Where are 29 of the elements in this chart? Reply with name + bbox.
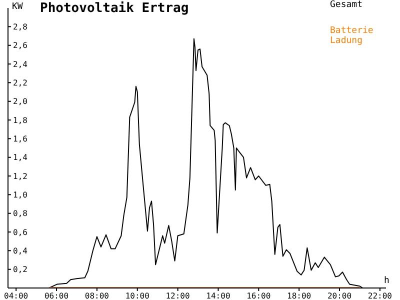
x-axis-title: h [384, 276, 390, 286]
text: Batterie Ladung [330, 26, 374, 46]
y-tick-label: 0,2 [13, 265, 28, 274]
x-tick-label: 06:00 [44, 292, 69, 300]
y-tick-label: 0,8 [13, 209, 28, 218]
y-tick-label: 2,0 [13, 97, 28, 106]
x-tick-label: 22:00 [368, 292, 392, 300]
y-tick-label: 2,8 [13, 22, 28, 32]
x-tick-label: 04:00 [4, 292, 28, 300]
chart-title: Photovoltaik Ertrag [40, 1, 189, 16]
x-tick-label: 12:00 [166, 292, 190, 300]
y-tick-label: 0,4 [13, 246, 28, 256]
y-tick-label: 2,4 [13, 60, 28, 69]
y-tick-label: 1,6 [13, 134, 28, 144]
y-axis-title: KW [12, 2, 23, 12]
y-tick-label: 0,6 [13, 228, 28, 237]
text: Gesamt [330, 0, 364, 10]
y-tick-label: 1,0 [13, 190, 28, 200]
x-tick-label: 14:00 [206, 292, 230, 300]
y-tick-label: 2,2 [13, 78, 28, 88]
y-tick-label: 1,4 [13, 153, 28, 162]
x-tick-label: 18:00 [287, 292, 312, 300]
x-tick-label: 10:00 [125, 292, 150, 300]
y-tick-label: 1,2 [13, 172, 28, 181]
x-tick-label: 20:00 [327, 292, 352, 300]
y-tick-label: 1,8 [13, 116, 28, 125]
y-tick-label: 2,6 [13, 41, 28, 50]
x-tick-label: 08:00 [84, 292, 110, 300]
x-tick-label: 16:00 [246, 292, 271, 300]
